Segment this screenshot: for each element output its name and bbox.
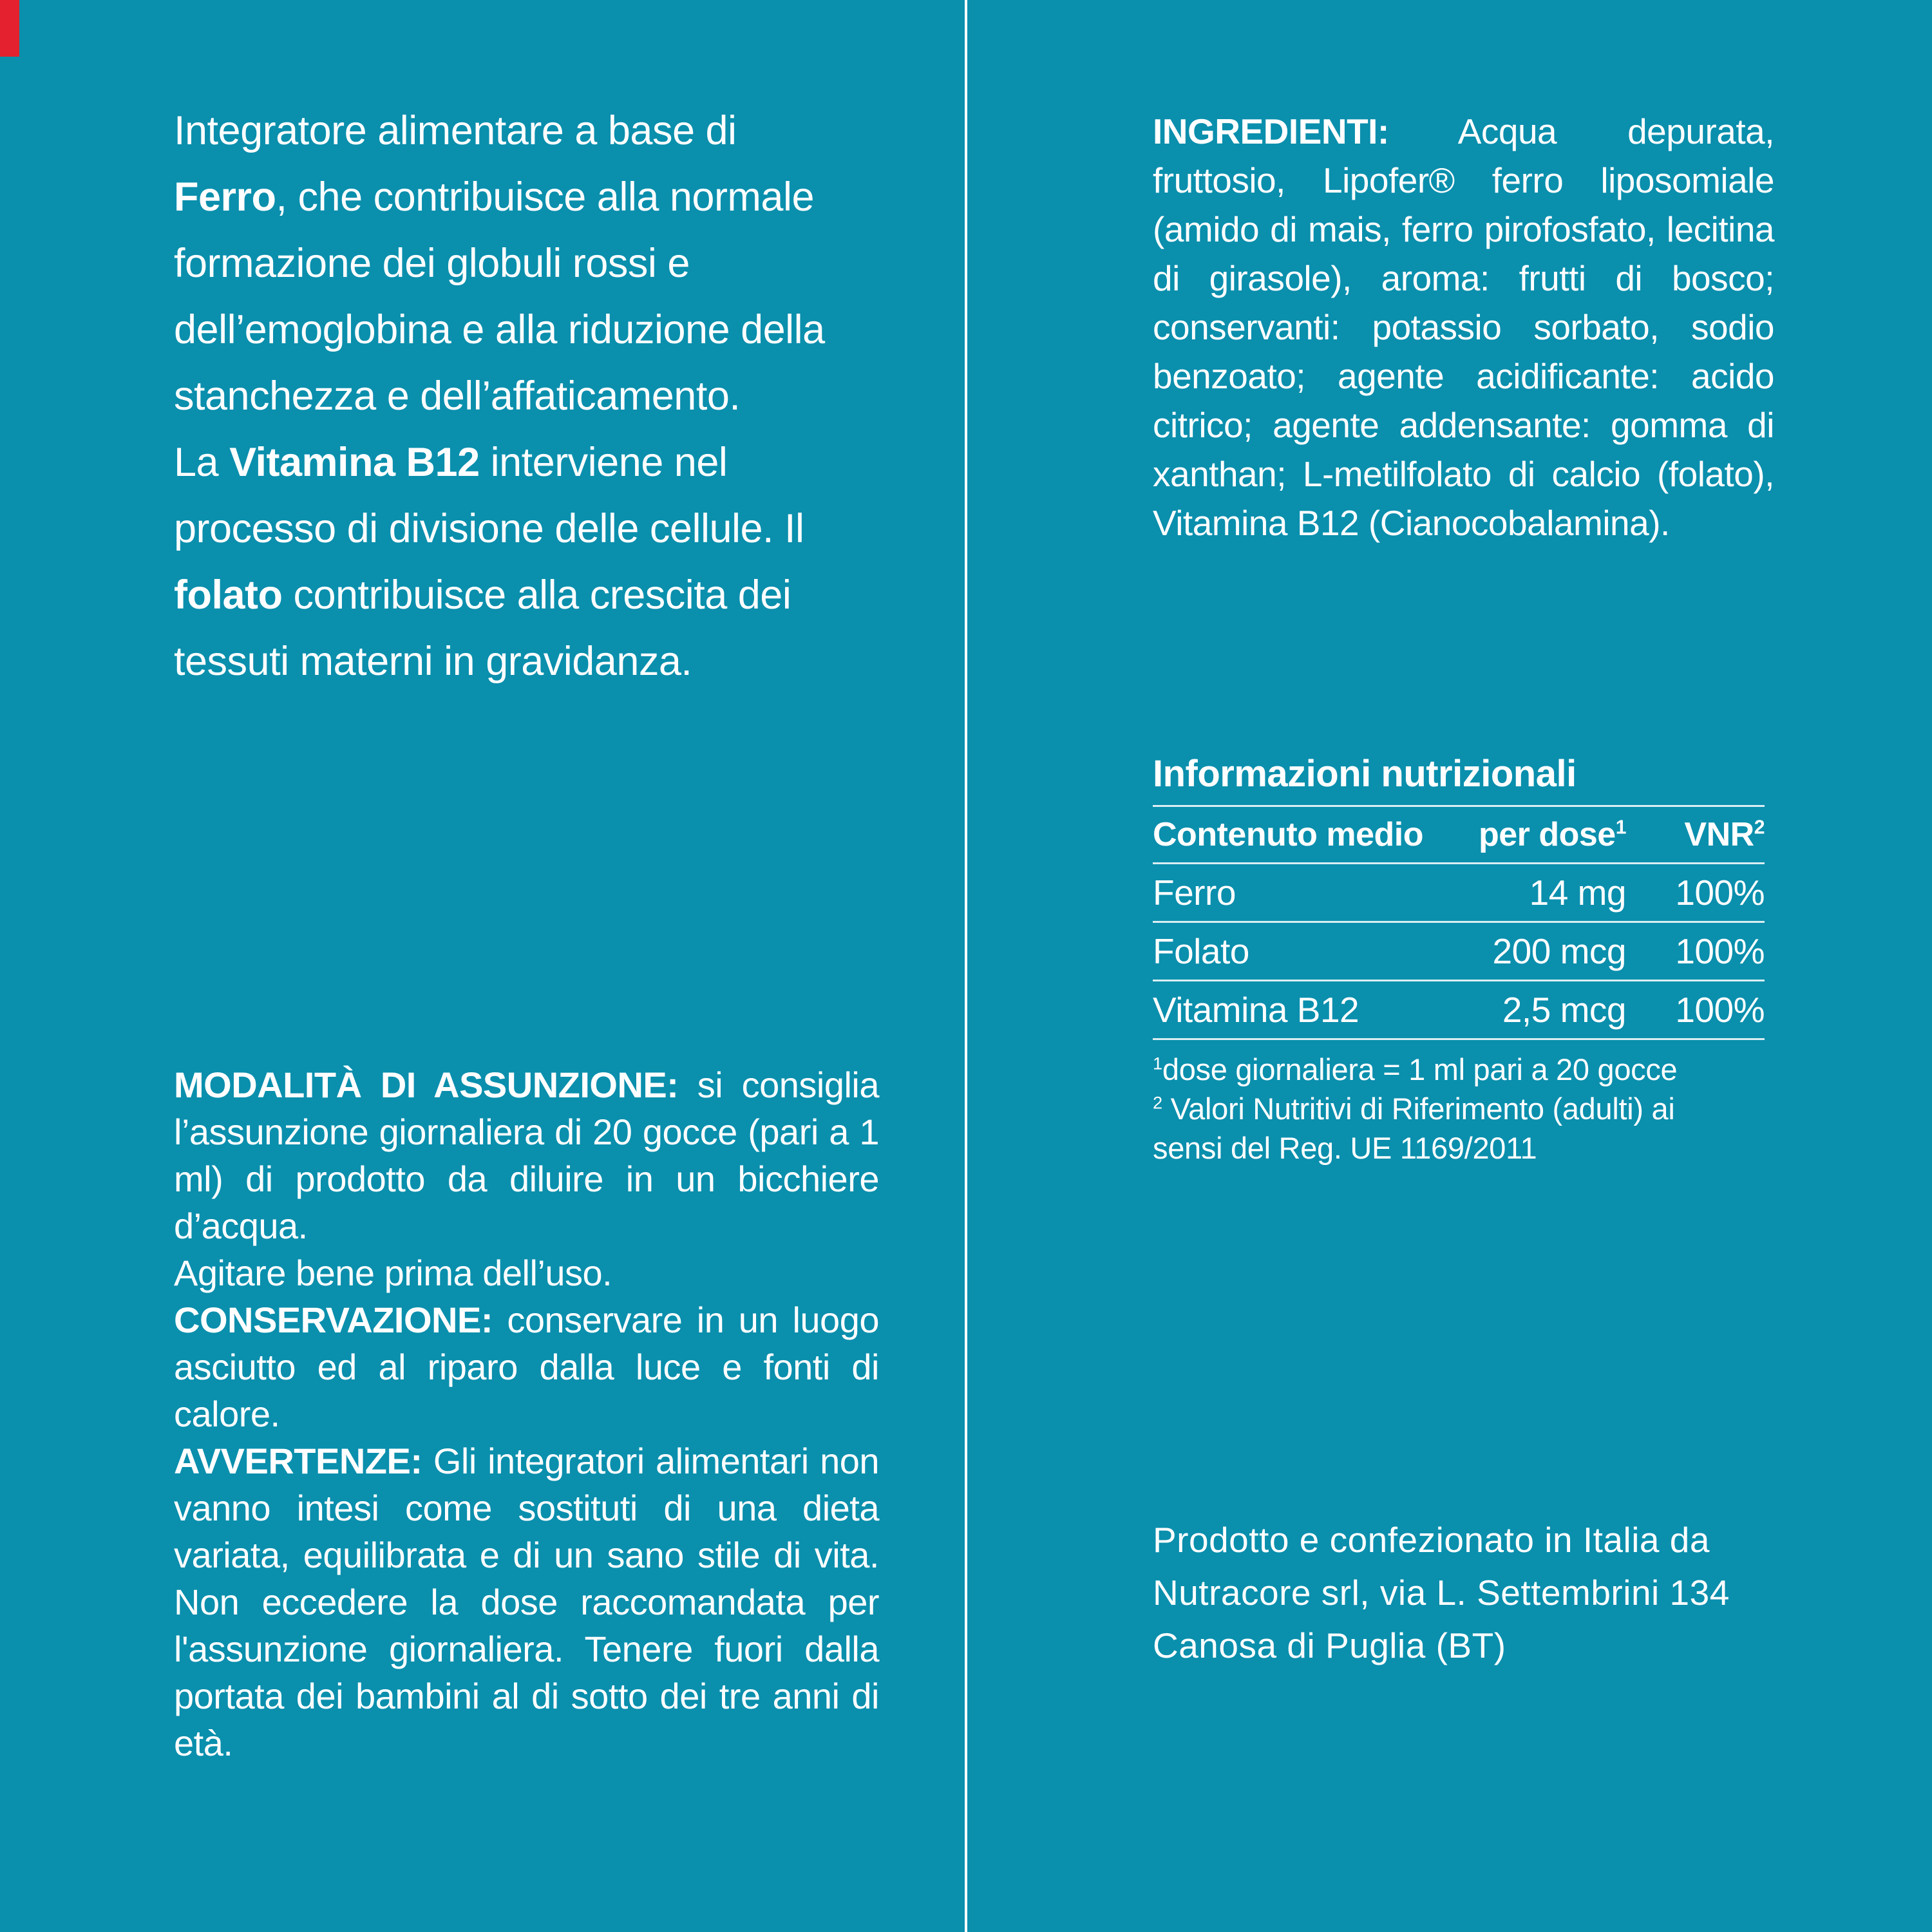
nutrient-vnr: 100%	[1675, 931, 1765, 971]
warnings-heading: AVVERTENZE:	[174, 1441, 422, 1481]
nutrient-vnr: 100%	[1675, 873, 1765, 913]
print-registration-mark	[0, 0, 19, 57]
usage-heading: MODALITÀ DI ASSUNZIONE:	[174, 1065, 679, 1105]
product-description: Integratore alimentare a base di Ferro, …	[174, 98, 860, 695]
nutrient-dose: 200 mcg	[1492, 931, 1627, 971]
manufacturer-line: Prodotto e confezionato in Italia da	[1153, 1520, 1710, 1560]
table-row: Vitamina B12 2,5 mcg 100%	[1153, 980, 1765, 1038]
nutrient-vnr: 100%	[1675, 990, 1765, 1030]
nutrition-table-header: Contenuto medio per dose1 VNR2	[1153, 805, 1765, 862]
manufacturer-line: Nutracore srl, via L. Settembrini 134	[1153, 1573, 1730, 1613]
nutrient-dose: 2,5 mcg	[1502, 990, 1627, 1030]
table-footnotes: 1dose giornaliera = 1 ml pari a 20 gocce…	[1153, 1050, 1752, 1168]
nutrition-table: Contenuto medio per dose1 VNR2 Ferro 14 …	[1153, 805, 1765, 1040]
nutrient-name: Ferro	[1153, 873, 1236, 913]
footnote-marker: 1	[1615, 817, 1627, 838]
table-row: Ferro 14 mg 100%	[1153, 862, 1765, 921]
footnote-marker: 1	[1153, 1053, 1162, 1074]
description-bold-ferro: Ferro	[174, 175, 276, 220]
description-bold-folato: folato	[174, 573, 283, 618]
footnote-marker: 2	[1754, 817, 1765, 838]
ingredients-paragraph: INGREDIENTI: Acqua depurata, fruttosio, …	[1153, 107, 1775, 547]
nutrient-dose: 14 mg	[1529, 873, 1627, 913]
ingredients-heading: INGREDIENTI:	[1153, 111, 1389, 151]
manufacturer-info: Prodotto e confezionato in Italia da Nut…	[1153, 1513, 1784, 1672]
footnote-dose: 1dose giornaliera = 1 ml pari a 20 gocce	[1153, 1052, 1678, 1086]
warnings-text: Gli integratori alimentari non vanno int…	[174, 1441, 880, 1763]
usage-storage-warnings: MODALITÀ DI ASSUNZIONE: si consiglia l’a…	[174, 1061, 880, 1766]
nutrition-title: Informazioni nutrizionali	[1153, 753, 1577, 795]
footnote-vnr: 2 Valori Nutritivi di Riferimento (adult…	[1153, 1092, 1675, 1165]
nutrient-name: Folato	[1153, 931, 1249, 971]
nutrient-name: Vitamina B12	[1153, 990, 1359, 1030]
usage-text: si consiglia l’assunzione giornaliera di…	[174, 1065, 880, 1246]
column-header-per-dose: per dose1	[1478, 816, 1627, 853]
storage-heading: CONSERVAZIONE:	[174, 1300, 493, 1340]
description-text: La	[174, 440, 230, 485]
column-divider-line	[965, 0, 967, 1932]
manufacturer-line: Canosa di Puglia (BT)	[1153, 1625, 1506, 1665]
ingredients-text: Acqua depurata, fruttosio, Lipofer® ferr…	[1153, 111, 1775, 543]
description-text: contribuisce alla crescita dei tessuti m…	[174, 573, 791, 684]
description-bold-vitamina-b12: Vitamina B12	[229, 440, 480, 485]
column-header-contenuto-medio: Contenuto medio	[1153, 816, 1424, 853]
footnote-marker: 2	[1153, 1092, 1162, 1113]
shake-instruction-text: Agitare bene prima dell’uso.	[174, 1253, 612, 1293]
description-text: interviene nel processo di divisione del…	[174, 440, 804, 551]
storage-text: conservare in un luogo asciutto ed al ri…	[174, 1300, 880, 1434]
column-header-vnr: VNR2	[1684, 816, 1765, 853]
description-text: , che contribuisce alla normale formazio…	[174, 175, 825, 419]
table-row: Folato 200 mcg 100%	[1153, 921, 1765, 980]
description-text: Integratore alimentare a base di	[174, 108, 737, 153]
